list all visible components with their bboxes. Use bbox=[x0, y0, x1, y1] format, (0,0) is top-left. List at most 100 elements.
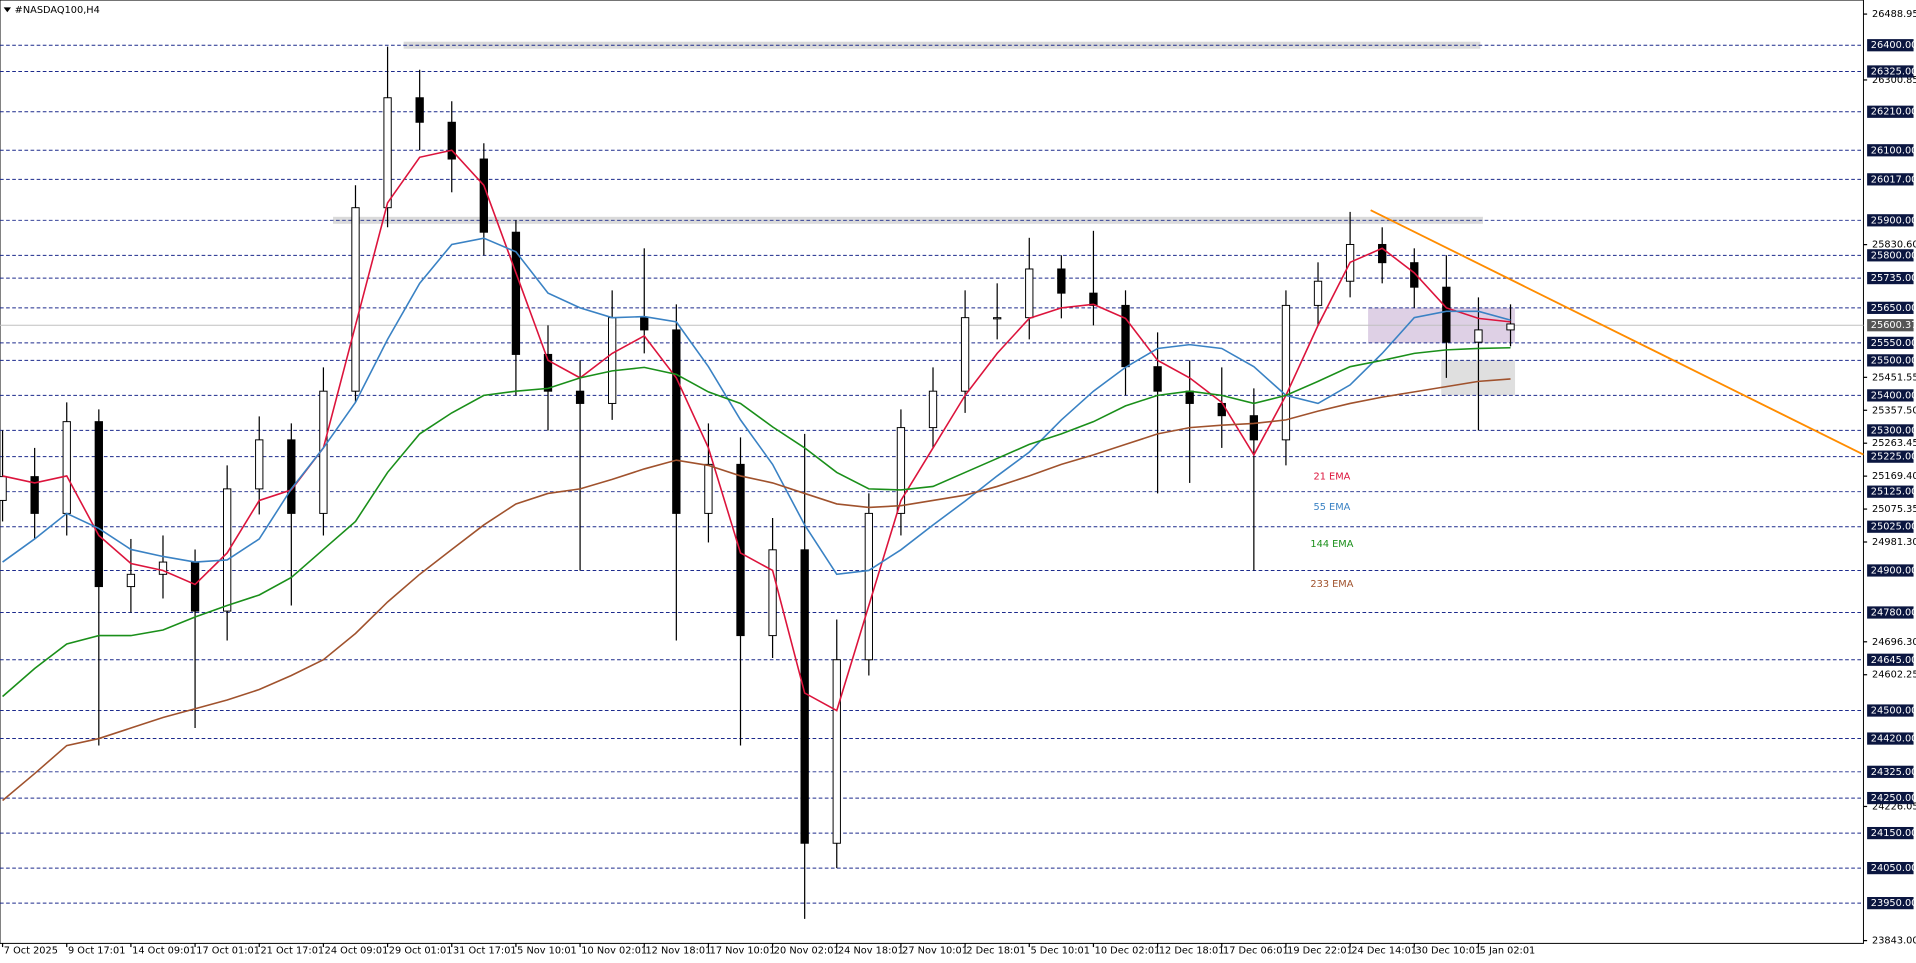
y-tick-label: 25451.55 bbox=[1872, 372, 1916, 383]
level-label: 26210.00 bbox=[1871, 107, 1916, 118]
legend-label: 21 EMA bbox=[1314, 472, 1351, 483]
legend-label: 233 EMA bbox=[1310, 579, 1353, 590]
x-tick-label: 10 Nov 02:01 bbox=[581, 946, 647, 957]
candle-body bbox=[704, 463, 713, 514]
candle-body bbox=[62, 421, 71, 514]
x-tick-label: 5 Nov 10:01 bbox=[517, 946, 577, 957]
x-tick-label: 17 Oct 01:01 bbox=[196, 946, 260, 957]
candle-body bbox=[223, 488, 232, 612]
level-label-bg bbox=[1867, 791, 1914, 805]
y-tick-label: 24696.30 bbox=[1872, 637, 1916, 648]
x-tick-label: 12 Dec 18:01 bbox=[1159, 946, 1225, 957]
level-label: 24645.00 bbox=[1871, 655, 1916, 666]
level-label: 23950.00 bbox=[1871, 898, 1916, 909]
level-label: 24050.00 bbox=[1871, 863, 1916, 874]
x-tick-label: 5 Jan 02:01 bbox=[1480, 946, 1536, 957]
level-label-bg bbox=[1867, 249, 1914, 262]
candle-body bbox=[1153, 366, 1162, 392]
level-label-bg bbox=[1867, 826, 1914, 840]
x-tick-label: 21 Oct 17:01 bbox=[260, 946, 324, 957]
level-label-bg bbox=[1867, 389, 1914, 402]
x-tick-label: 19 Dec 22:01 bbox=[1287, 946, 1353, 957]
candle-body bbox=[1474, 329, 1483, 343]
level-label: 26325.00 bbox=[1871, 66, 1916, 77]
y-tick-label: 24226.05 bbox=[1872, 801, 1916, 812]
zone bbox=[333, 216, 1483, 224]
legend-label: 144 EMA bbox=[1310, 539, 1353, 550]
level-label: 24780.00 bbox=[1871, 607, 1916, 618]
candle-body bbox=[1025, 268, 1034, 319]
x-tick-label: 9 Oct 17:01 bbox=[68, 946, 125, 957]
candle-body bbox=[511, 231, 521, 355]
candle-body bbox=[543, 353, 553, 392]
candle-body bbox=[1410, 262, 1419, 288]
level-label-bg bbox=[1867, 65, 1914, 78]
level-label-bg bbox=[1867, 520, 1914, 533]
candle-body bbox=[928, 390, 938, 429]
candle-body bbox=[864, 512, 873, 661]
y-tick-label: 26488.95 bbox=[1872, 9, 1916, 20]
level-label-bg bbox=[1867, 765, 1914, 778]
y-tick-label: 25075.35 bbox=[1872, 504, 1916, 515]
candle-body bbox=[479, 158, 488, 233]
candle-body bbox=[768, 549, 777, 637]
x-tick-label: 12 Nov 18:01 bbox=[645, 946, 711, 957]
candle-body bbox=[1378, 243, 1387, 264]
level-label: 25900.00 bbox=[1871, 215, 1916, 226]
candle-body bbox=[1249, 415, 1259, 441]
level-label-bg bbox=[1867, 450, 1914, 463]
level-label: 24420.00 bbox=[1871, 734, 1916, 745]
candle-body bbox=[896, 427, 906, 514]
candle-body bbox=[1313, 280, 1323, 306]
level-label: 24150.00 bbox=[1871, 828, 1916, 839]
level-label-bg bbox=[1867, 271, 1914, 285]
x-tick-label: 31 Oct 17:01 bbox=[453, 946, 517, 957]
candle-body bbox=[126, 573, 136, 588]
y-tick-label: 24602.25 bbox=[1872, 670, 1916, 681]
level-label-bg bbox=[1867, 704, 1914, 717]
candle-body bbox=[1121, 304, 1130, 368]
candle-body bbox=[287, 439, 296, 514]
x-tick-label: 5 Dec 10:01 bbox=[1030, 946, 1089, 957]
candle-body bbox=[1506, 323, 1515, 331]
level-label-bg bbox=[1867, 564, 1914, 577]
level-label-bg bbox=[1867, 606, 1914, 619]
candle-body bbox=[190, 561, 200, 612]
candle-body bbox=[0, 476, 7, 501]
level-label: 26100.00 bbox=[1871, 145, 1916, 156]
level-label-bg bbox=[1867, 336, 1914, 349]
candle-body bbox=[800, 549, 809, 844]
candle-body bbox=[351, 207, 360, 392]
level-label-bg bbox=[1867, 214, 1914, 227]
level-label-bg bbox=[1867, 173, 1914, 186]
candle-body bbox=[608, 317, 617, 404]
y-tick-label: 23843.00 bbox=[1872, 936, 1916, 947]
level-label-bg bbox=[1867, 39, 1914, 52]
candle-body bbox=[832, 659, 841, 844]
level-label-bg bbox=[1867, 732, 1914, 745]
x-tick-label: 17 Dec 06:01 bbox=[1223, 946, 1289, 957]
current-price-bg bbox=[1867, 319, 1914, 332]
menu-icon[interactable] bbox=[3, 7, 11, 13]
level-label-bg bbox=[1867, 897, 1914, 910]
level-label-bg bbox=[1867, 424, 1914, 437]
candle-body bbox=[1057, 268, 1066, 294]
candle-body bbox=[158, 561, 168, 575]
level-label: 25225.00 bbox=[1871, 452, 1916, 463]
x-tick-label: 10 Dec 02:01 bbox=[1095, 946, 1161, 957]
level-label: 25650.00 bbox=[1871, 303, 1916, 314]
candle-body bbox=[255, 439, 264, 490]
level-label-bg bbox=[1867, 354, 1914, 367]
level-label: 25400.00 bbox=[1871, 390, 1916, 401]
x-tick-label: 30 Dec 10:01 bbox=[1415, 946, 1481, 957]
x-tick-label: 17 Nov 10:01 bbox=[710, 946, 776, 957]
candle-body bbox=[575, 390, 585, 404]
candle-body bbox=[30, 476, 39, 514]
level-label-bg bbox=[1867, 105, 1914, 118]
candle-body bbox=[736, 463, 745, 637]
y-tick-label: 24981.30 bbox=[1872, 537, 1916, 548]
trendline bbox=[1370, 209, 1864, 456]
level-label: 25735.00 bbox=[1871, 273, 1916, 284]
x-tick-label: 7 Oct 2025 bbox=[4, 946, 58, 957]
